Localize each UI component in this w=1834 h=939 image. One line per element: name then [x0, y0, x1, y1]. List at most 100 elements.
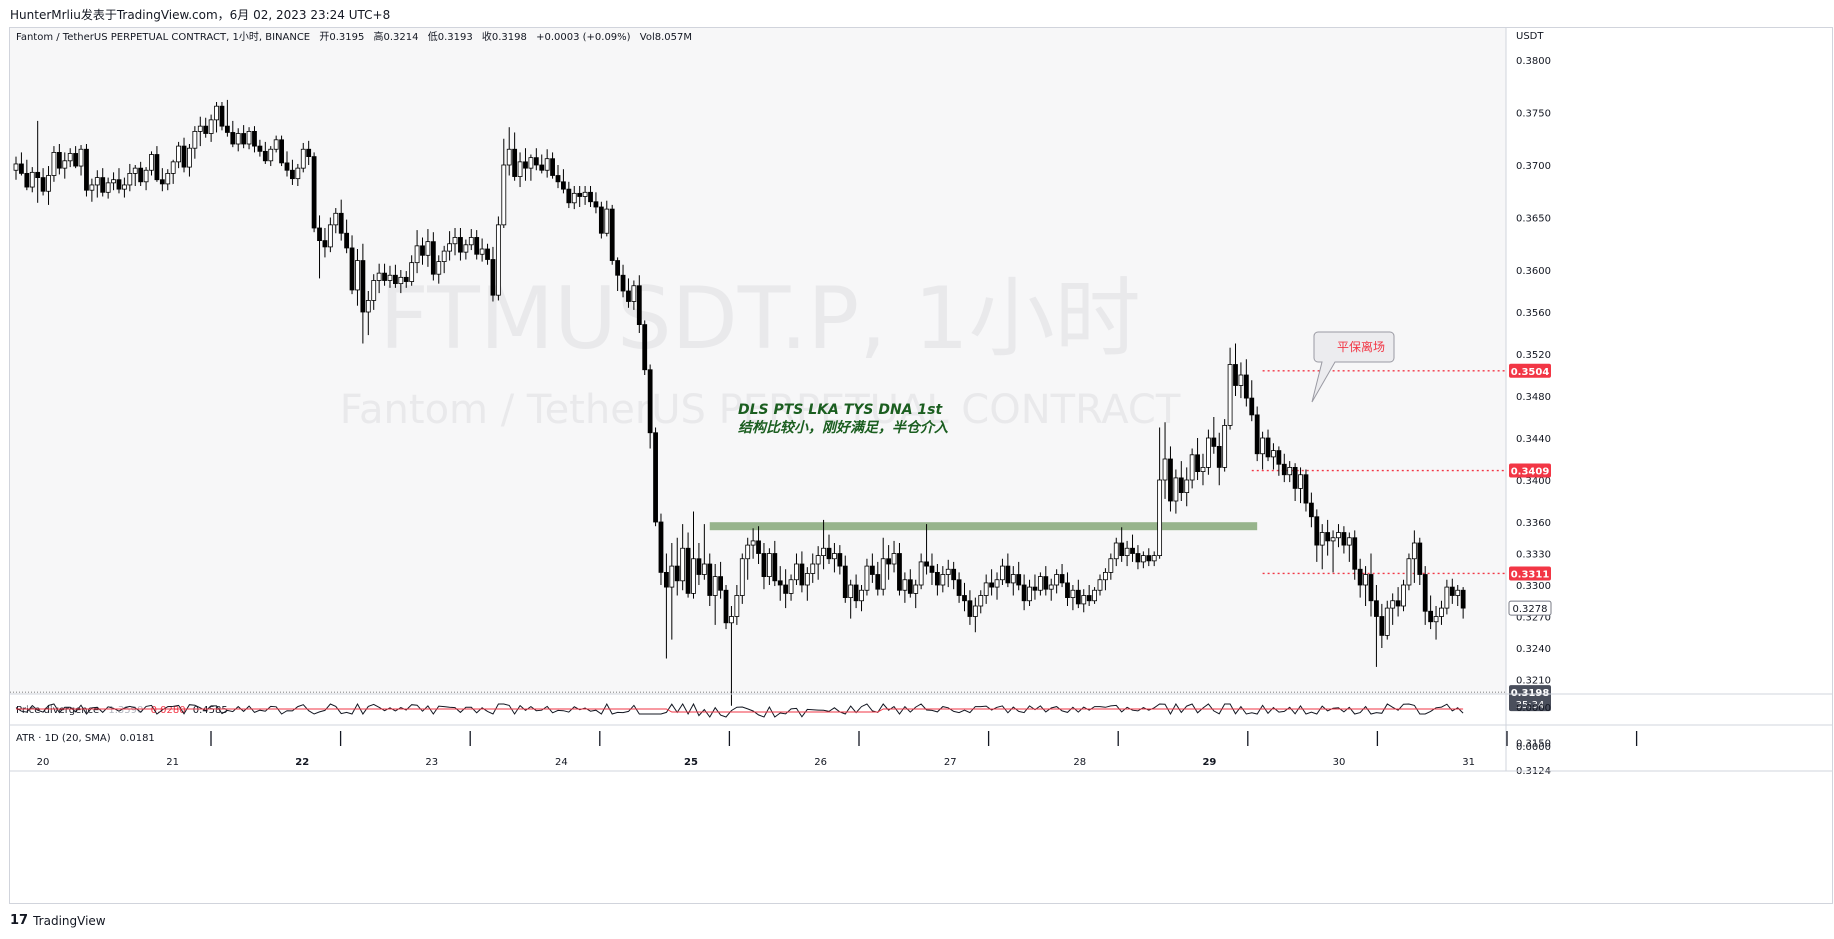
candle-body	[783, 584, 789, 594]
candle-body	[468, 237, 474, 246]
candlestick-chart[interactable]: FTMUSDT.P, 1小时 Fantom / TetherUS PERPETU…	[10, 28, 1832, 903]
candle-body	[116, 179, 122, 190]
candle	[642, 320, 648, 375]
candle-body	[398, 276, 404, 285]
candle	[84, 144, 89, 197]
candle-body	[1319, 532, 1325, 546]
candle	[853, 574, 859, 609]
candle-body	[1395, 600, 1401, 607]
candle	[799, 551, 805, 593]
candle	[165, 169, 171, 191]
candle	[40, 168, 46, 196]
candle-body	[306, 148, 312, 157]
candle-body	[1189, 454, 1195, 481]
candle-body	[1422, 574, 1428, 612]
candle	[360, 243, 366, 344]
candle	[154, 146, 160, 182]
y-tick-label: 0.3600	[1516, 266, 1551, 277]
candle-body	[913, 584, 919, 594]
candle-body	[13, 163, 19, 171]
candle-body	[1271, 450, 1276, 458]
watermark: FTMUSDT.P, 1小时 Fantom / TetherUS PERPETU…	[340, 269, 1181, 433]
candle	[1075, 579, 1081, 609]
candle-body	[945, 568, 951, 575]
candle-body	[46, 175, 51, 192]
candle-body	[485, 248, 490, 260]
level-tag-label: 0.3409	[1511, 467, 1550, 478]
chart-container[interactable]: FTMUSDT.P, 1小时 Fantom / TetherUS PERPETU…	[9, 27, 1833, 904]
x-tick-label: 28	[1073, 757, 1086, 768]
candle	[138, 161, 144, 186]
candle	[365, 291, 371, 336]
candle-body	[447, 243, 453, 252]
svg-text:ATR · 1D (20, SMA) 0.0: ATR · 1D (20, SMA) 0.0181	[16, 733, 155, 744]
candle	[1352, 530, 1358, 580]
candle-body	[40, 177, 46, 192]
candle	[593, 192, 599, 214]
candle-body	[512, 148, 518, 177]
annotation-line-1: DLS PTS LKA TYS DNA 1st	[738, 402, 944, 418]
candle-body	[891, 553, 897, 565]
y-tick-label: 0.3440	[1516, 434, 1551, 445]
price-divergence-pane[interactable]: Price divergence 1.3590 0.0280 0.4585 0.…	[15, 702, 1551, 718]
candle-body	[1314, 516, 1320, 546]
candle	[772, 540, 778, 587]
candle-body	[761, 553, 767, 578]
candle	[826, 534, 832, 564]
candle	[1406, 553, 1412, 591]
candle-body	[387, 274, 393, 281]
candle-body	[810, 563, 816, 574]
candle-body	[1265, 437, 1271, 458]
candle	[810, 553, 816, 583]
callout[interactable]: 平保离场	[1311, 331, 1395, 403]
candle	[398, 270, 404, 294]
candle-body	[208, 119, 214, 134]
candle-body	[1200, 466, 1206, 472]
candle-body	[593, 201, 599, 208]
candle-body	[897, 553, 902, 591]
watermark-sub: Fantom / TetherUS PERPETUAL CONTRACT	[340, 387, 1181, 433]
candle-body	[257, 145, 263, 152]
candle	[219, 102, 225, 131]
candle	[1027, 579, 1032, 606]
candle-body	[864, 565, 870, 591]
candle-body	[875, 574, 881, 590]
candle	[859, 585, 864, 612]
candle	[1184, 467, 1190, 507]
candle	[1048, 578, 1054, 601]
candle-body	[886, 558, 892, 565]
candle-body	[1444, 586, 1450, 609]
watermark-main: FTMUSDT.P, 1小时	[379, 269, 1140, 369]
candle-body	[1097, 579, 1103, 591]
candle-body	[631, 285, 637, 302]
time-axis[interactable]: 20 21 22 23 24 25 26 27 28 29 30 31	[37, 757, 1475, 768]
candle	[588, 186, 593, 207]
candle	[1368, 553, 1374, 617]
candle-body	[1130, 547, 1135, 554]
candle	[864, 558, 870, 596]
candle-body	[392, 274, 398, 285]
annotation-text[interactable]: DLS PTS LKA TYS DNA 1st 结构比较小，刚好满足，半仓介入	[738, 402, 948, 436]
candle	[203, 117, 209, 138]
candle	[712, 564, 718, 625]
candle-body	[962, 595, 967, 602]
price-axis[interactable]: 0.3800 0.3750 0.3700 0.3650 0.3600 0.3560 0.35…	[1516, 56, 1551, 777]
candle	[425, 229, 431, 267]
candle	[252, 126, 257, 153]
candle	[913, 579, 919, 609]
candle	[528, 154, 534, 181]
candle	[680, 524, 686, 591]
candle-body	[290, 169, 295, 180]
candle-body	[1336, 532, 1341, 539]
candle-body	[723, 589, 729, 624]
atr-pane[interactable]: ATR · 1D (20, SMA) 0.0181 0.0000	[16, 731, 1638, 753]
candle	[935, 564, 940, 596]
candle	[739, 553, 745, 604]
candle-body	[143, 169, 149, 183]
legend-title: Fantom / TetherUS PERPETUAL CONTRACT, 1小…	[16, 31, 310, 43]
candle	[181, 137, 187, 173]
candle	[598, 201, 604, 239]
candle	[837, 545, 843, 575]
candle	[327, 217, 333, 253]
x-tick-label: 25	[684, 757, 698, 768]
